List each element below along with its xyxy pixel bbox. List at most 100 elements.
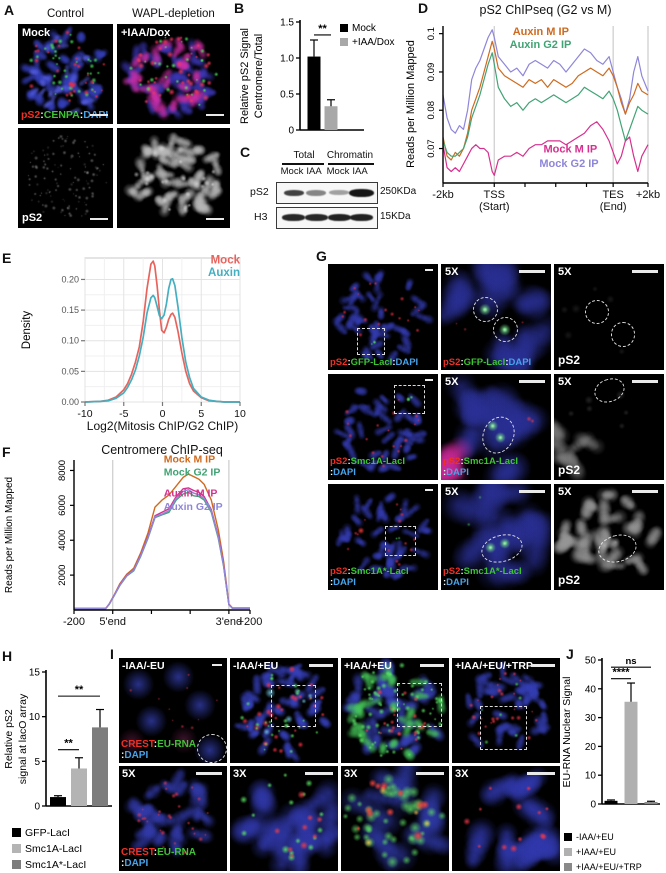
lane-label-mock-1: Mock <box>280 166 304 177</box>
micrograph-a-iaa-merge: +IAA/Dox <box>117 24 230 124</box>
scale-bar <box>425 379 433 381</box>
panel-a-tag: A <box>4 2 15 18</box>
svg-text:0.5: 0.5 <box>280 90 294 101</box>
scale-bar <box>90 113 108 116</box>
svg-text:pS2 ChIPseq (G2 vs M): pS2 ChIPseq (G2 vs M) <box>480 3 612 17</box>
svg-text:10: 10 <box>234 408 246 420</box>
panel-b-tag: B <box>234 0 245 16</box>
chart-svg-D: 0.07 0.08 0.09 0.1 -2kb TSS(Start) TES(End) +2k… <box>405 3 660 213</box>
zoom-label: 3X <box>344 768 358 780</box>
svg-text:15: 15 <box>29 668 41 679</box>
panel-a-col2-header: WAPL-depletion <box>132 8 215 20</box>
svg-text:+2kb: +2kb <box>636 189 660 201</box>
panel-j-tag: J <box>566 646 574 662</box>
svg-text:+200: +200 <box>238 616 263 628</box>
micrograph-i-r2c2: 3X <box>230 766 338 871</box>
svg-text:+IAA/+EU/+TRP: +IAA/+EU/+TRP <box>576 862 642 872</box>
stain-sep: : <box>347 566 351 577</box>
svg-text:Mock G2 IP: Mock G2 IP <box>539 158 598 170</box>
panel-i-grid: -IAA/-EU CREST:EU-RNA :DAPI -IAA/+EU +IA… <box>108 646 570 873</box>
band <box>328 214 351 221</box>
micrograph-canvas <box>18 24 113 124</box>
zoom-label: 5X <box>558 486 572 498</box>
stain-legend-line1: pS2:Smc1A-LacI <box>443 456 518 467</box>
micrograph-canvas <box>117 24 230 124</box>
svg-text:Density: Density <box>21 311 33 350</box>
stain-sep: : <box>347 357 351 368</box>
blot-strip-h3 <box>276 207 378 229</box>
panel-d-tag: D <box>418 0 429 16</box>
scale-bar <box>305 772 333 775</box>
stain-ps2-label: pS2 <box>558 573 581 587</box>
roi-circle <box>611 322 636 347</box>
zoom-label: 5X <box>122 768 136 780</box>
mw-15: 15KDa <box>380 211 411 222</box>
stain-dapi: DAPI <box>333 577 356 588</box>
micrograph-i-r1c3: +IAA/+EU <box>341 658 449 763</box>
stain-sep: : <box>153 739 158 750</box>
svg-text:GFP-LacI: GFP-LacI <box>25 827 70 839</box>
lane-label-mock-2: Mock <box>326 166 350 177</box>
stain-sep: : <box>392 357 396 368</box>
micrograph-canvas <box>554 484 664 590</box>
stain-sep: : <box>121 750 125 761</box>
chart-svg-B: 0 0.5 1.0 1.5 ** Mock +IAA/Dox Relative pS2 Sig… <box>239 18 395 137</box>
stain-ps2: pS2 <box>443 357 461 368</box>
band <box>305 214 328 221</box>
stain-sep: : <box>460 566 464 577</box>
svg-text:0.09: 0.09 <box>426 63 437 82</box>
svg-text:40: 40 <box>585 684 597 695</box>
micrograph-canvas <box>341 658 449 763</box>
stain-sep: : <box>330 577 334 588</box>
stain-legend: pS2:GFP-LacI:DAPI <box>330 357 418 368</box>
stain-dapi: DAPI <box>446 467 469 478</box>
svg-text:Relative pS2 Signal: Relative pS2 Signal <box>239 28 251 124</box>
panel-c-tag: C <box>240 144 251 160</box>
micrograph-g-r1-zoom-ps2: 5X pS2 <box>554 264 664 370</box>
svg-text:Auxin M IP: Auxin M IP <box>513 26 569 38</box>
scale-bar <box>632 270 658 273</box>
roi-box <box>385 526 416 556</box>
micrograph-i-r1c4: +IAA/+EU/+TRP <box>452 658 560 763</box>
stain-legend-line1: pS2:Smc1A*-LacI <box>443 566 522 577</box>
micrograph-i-r2c3: 3X <box>341 766 449 871</box>
scale-bar <box>206 217 224 220</box>
svg-text:Centromere/Total: Centromere/Total <box>253 34 265 118</box>
scale-bar <box>519 490 545 493</box>
svg-text:0.07: 0.07 <box>426 139 437 158</box>
band <box>284 190 304 196</box>
zoom-label: 3X <box>455 768 469 780</box>
svg-text:0.08: 0.08 <box>426 101 437 120</box>
chart-svg-E: 0.00 0.05 0.10 0.15 0.20 -10 -5 0 5 10Log2(Mitosi… <box>21 255 246 433</box>
svg-text:30: 30 <box>585 713 597 724</box>
scale-bar <box>527 772 555 775</box>
svg-text:50: 50 <box>585 656 597 667</box>
svg-text:0.15: 0.15 <box>61 305 79 315</box>
roi-circle <box>472 296 498 323</box>
svg-text:3'end: 3'end <box>216 616 243 628</box>
condition-label: +IAA/Dox <box>121 27 171 39</box>
svg-text:**: ** <box>64 738 73 750</box>
micrograph-canvas <box>441 374 551 480</box>
svg-text:10: 10 <box>585 771 597 782</box>
stain-legend-line2: :DAPI <box>443 467 469 478</box>
roi-circle <box>196 733 227 763</box>
stain-ps2: pS2 <box>443 566 461 577</box>
stain-legend: pS2:CENPA:DAPI <box>21 109 108 121</box>
svg-text:-IAA/+EU: -IAA/+EU <box>576 832 614 842</box>
svg-text:Reads per Million Mapped: Reads per Million Mapped <box>4 477 15 593</box>
micrograph-canvas <box>230 766 338 871</box>
panel-h-tag: H <box>2 648 13 664</box>
micrograph-canvas <box>117 128 230 228</box>
stain-legend-line2: :DAPI <box>443 577 469 588</box>
svg-text:4000: 4000 <box>57 530 68 551</box>
roi-box <box>480 706 528 751</box>
svg-text:Mock M IP: Mock M IP <box>164 454 215 466</box>
panel-f-tag: F <box>2 444 11 460</box>
scale-bar <box>531 664 555 667</box>
blot-row-ps2-label: pS2 <box>250 186 269 198</box>
svg-text:8000: 8000 <box>57 460 68 481</box>
svg-text:1.5: 1.5 <box>280 18 294 29</box>
micrograph-canvas <box>328 264 438 370</box>
condition-label: -IAA/+EU <box>233 660 279 672</box>
